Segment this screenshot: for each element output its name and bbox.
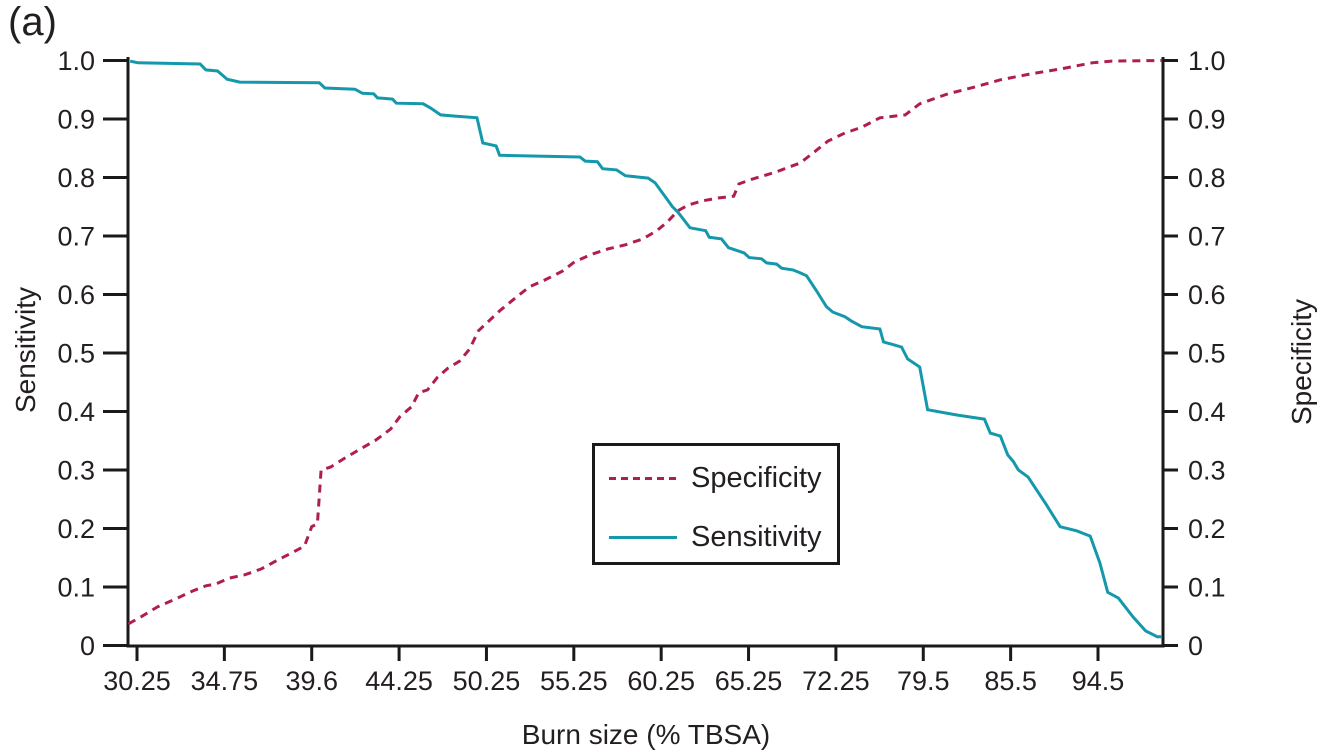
left-y-tick-label: 0.9 bbox=[57, 105, 95, 135]
left-y-tick-label: 0.6 bbox=[57, 280, 95, 310]
axis-ticks bbox=[103, 59, 1178, 661]
sensitivity-solid-line-sample bbox=[609, 536, 677, 539]
left-y-tick-label: 0.2 bbox=[57, 514, 95, 544]
x-tick-label: 34.75 bbox=[191, 666, 259, 696]
x-tick-label: 79.5 bbox=[897, 666, 950, 696]
right-y-tick-label: 0 bbox=[1188, 631, 1203, 661]
x-tick-label: 44.25 bbox=[365, 666, 433, 696]
left-y-tick-label: 0.4 bbox=[57, 397, 95, 427]
right-y-tick-label: 0.1 bbox=[1188, 573, 1226, 603]
data-series bbox=[127, 59, 1163, 639]
x-tick-label: 85.5 bbox=[984, 666, 1037, 696]
legend-label-sensitivity: Sensitivity bbox=[691, 521, 822, 553]
x-axis-title: Burn size (% TBSA) bbox=[521, 719, 771, 750]
x-tick-label: 30.25 bbox=[103, 666, 171, 696]
right-y-tick-label: 0.6 bbox=[1188, 280, 1226, 310]
left-y-tick-label: 0.8 bbox=[57, 163, 95, 193]
right-y-tick-label: 0.8 bbox=[1188, 163, 1226, 193]
x-tick-label: 39.6 bbox=[285, 666, 338, 696]
left-y-tick-label: 0.7 bbox=[57, 222, 95, 252]
axis-tick-labels: 0 0.1 0.2 0.3 0.4 0.5 0.6 0.7 0.8 0.9 1.0 0 0.1 0.2 0.… bbox=[57, 46, 1225, 696]
left-y-tick-label: 0 bbox=[80, 631, 95, 661]
x-tick-label: 55.25 bbox=[540, 666, 608, 696]
x-tick-label: 65.25 bbox=[715, 666, 783, 696]
panel-label: (a) bbox=[8, 0, 57, 44]
right-y-tick-label: 0.9 bbox=[1188, 105, 1226, 135]
left-axis-title: Sensitivity bbox=[10, 286, 41, 414]
right-y-tick-label: 0.5 bbox=[1188, 339, 1226, 369]
specificity-dashed-line-sample bbox=[609, 477, 677, 480]
sensitivity-curve bbox=[129, 59, 1163, 639]
left-y-tick-label: 0.3 bbox=[57, 456, 95, 486]
x-tick-label: 72.25 bbox=[802, 666, 870, 696]
left-y-tick-label: 0.5 bbox=[57, 339, 95, 369]
right-axis-title: Specificity bbox=[1286, 298, 1317, 426]
right-y-tick-label: 0.4 bbox=[1188, 397, 1226, 427]
x-tick-label: 60.25 bbox=[627, 666, 695, 696]
left-y-tick-label: 1.0 bbox=[57, 46, 95, 76]
left-y-tick-label: 0.1 bbox=[57, 573, 95, 603]
x-tick-label: 50.25 bbox=[453, 666, 521, 696]
right-y-tick-label: 0.3 bbox=[1188, 456, 1226, 486]
right-y-tick-label: 1.0 bbox=[1188, 46, 1226, 76]
x-tick-label: 94.5 bbox=[1072, 666, 1125, 696]
right-y-tick-label: 0.7 bbox=[1188, 222, 1226, 252]
legend-box: Specificity Sensitivity bbox=[592, 443, 840, 565]
legend-label-specificity: Specificity bbox=[691, 462, 822, 494]
right-y-tick-label: 0.2 bbox=[1188, 514, 1226, 544]
